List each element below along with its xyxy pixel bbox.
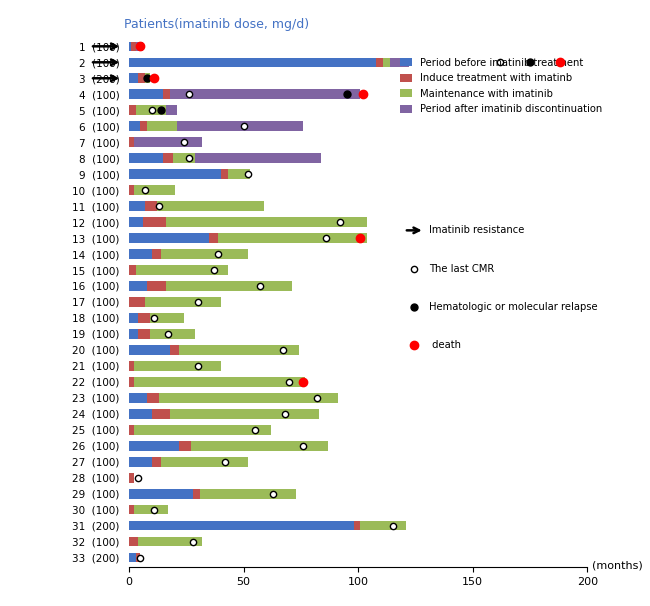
Bar bbox=[129, 409, 152, 419]
Bar bbox=[361, 521, 406, 530]
Bar bbox=[134, 425, 271, 435]
Bar bbox=[172, 153, 196, 163]
Bar bbox=[170, 345, 179, 355]
Bar bbox=[129, 233, 209, 243]
Bar bbox=[129, 281, 148, 291]
Text: Hematologic or molecular relapse: Hematologic or molecular relapse bbox=[429, 302, 598, 311]
Bar bbox=[129, 537, 138, 547]
Bar bbox=[134, 377, 306, 387]
Bar bbox=[129, 201, 145, 211]
Bar bbox=[129, 345, 170, 355]
Bar bbox=[145, 201, 157, 211]
Bar bbox=[129, 313, 138, 323]
Bar bbox=[134, 361, 221, 371]
Bar bbox=[129, 58, 376, 67]
Bar bbox=[129, 361, 134, 371]
Bar bbox=[143, 218, 166, 227]
Bar bbox=[166, 105, 177, 115]
Bar bbox=[191, 441, 328, 451]
Bar bbox=[129, 73, 138, 83]
Bar bbox=[166, 281, 292, 291]
Bar bbox=[170, 409, 319, 419]
Bar bbox=[148, 121, 177, 131]
Bar bbox=[140, 121, 148, 131]
Bar bbox=[376, 58, 384, 67]
Bar bbox=[129, 425, 134, 435]
Bar bbox=[161, 457, 248, 467]
Bar bbox=[354, 521, 361, 530]
Bar bbox=[145, 73, 150, 83]
Text: (months): (months) bbox=[592, 561, 643, 571]
Bar bbox=[129, 521, 354, 530]
Bar bbox=[129, 249, 152, 259]
Bar bbox=[384, 58, 390, 67]
Bar bbox=[129, 153, 163, 163]
Bar bbox=[129, 553, 136, 562]
Bar bbox=[129, 265, 136, 275]
Bar bbox=[209, 233, 218, 243]
Bar bbox=[138, 73, 145, 83]
Bar bbox=[129, 90, 163, 99]
Bar bbox=[390, 58, 409, 67]
Bar bbox=[136, 42, 143, 51]
Bar bbox=[136, 105, 166, 115]
Bar bbox=[129, 185, 134, 195]
Bar bbox=[129, 105, 136, 115]
Bar bbox=[134, 505, 168, 514]
Bar bbox=[227, 169, 250, 179]
Text: Imatinib resistance: Imatinib resistance bbox=[429, 225, 525, 235]
Bar bbox=[193, 489, 200, 499]
Bar bbox=[129, 121, 140, 131]
Bar bbox=[177, 121, 303, 131]
Bar bbox=[129, 457, 152, 467]
Bar bbox=[129, 169, 221, 179]
Bar bbox=[138, 313, 150, 323]
Bar bbox=[150, 329, 196, 339]
Bar bbox=[138, 329, 150, 339]
Bar bbox=[148, 393, 159, 402]
Legend: Period before imatinib treatment, Induce treatment with imatinb, Maintenance wit: Period before imatinib treatment, Induce… bbox=[400, 58, 602, 114]
Bar bbox=[129, 489, 193, 499]
Bar bbox=[148, 281, 166, 291]
Bar bbox=[129, 138, 134, 147]
Bar bbox=[136, 265, 228, 275]
Bar bbox=[134, 185, 175, 195]
Bar bbox=[129, 297, 145, 307]
Bar bbox=[129, 377, 134, 387]
Bar bbox=[152, 409, 170, 419]
Text: Patients(imatinib dose, mg/d): Patients(imatinib dose, mg/d) bbox=[124, 18, 309, 32]
Bar bbox=[152, 249, 161, 259]
Bar bbox=[166, 218, 367, 227]
Bar bbox=[196, 153, 322, 163]
Bar bbox=[161, 249, 248, 259]
Bar bbox=[157, 201, 264, 211]
Bar bbox=[152, 457, 161, 467]
Bar bbox=[138, 537, 202, 547]
Bar bbox=[159, 393, 337, 402]
Bar bbox=[129, 218, 143, 227]
Text: death: death bbox=[429, 340, 461, 350]
Bar bbox=[136, 553, 140, 562]
Bar bbox=[129, 473, 134, 482]
Bar bbox=[200, 489, 296, 499]
Bar bbox=[129, 329, 138, 339]
Bar bbox=[134, 138, 202, 147]
Bar bbox=[163, 90, 170, 99]
Bar bbox=[145, 297, 221, 307]
Bar bbox=[129, 42, 131, 51]
Bar bbox=[170, 90, 361, 99]
Bar bbox=[150, 313, 184, 323]
Bar bbox=[179, 345, 298, 355]
Text: The last CMR: The last CMR bbox=[429, 264, 495, 273]
Bar bbox=[129, 505, 134, 514]
Bar bbox=[179, 441, 191, 451]
Bar bbox=[218, 233, 367, 243]
Bar bbox=[131, 42, 136, 51]
Bar bbox=[221, 169, 228, 179]
Bar bbox=[163, 153, 172, 163]
Bar bbox=[129, 393, 148, 402]
Bar bbox=[129, 441, 179, 451]
